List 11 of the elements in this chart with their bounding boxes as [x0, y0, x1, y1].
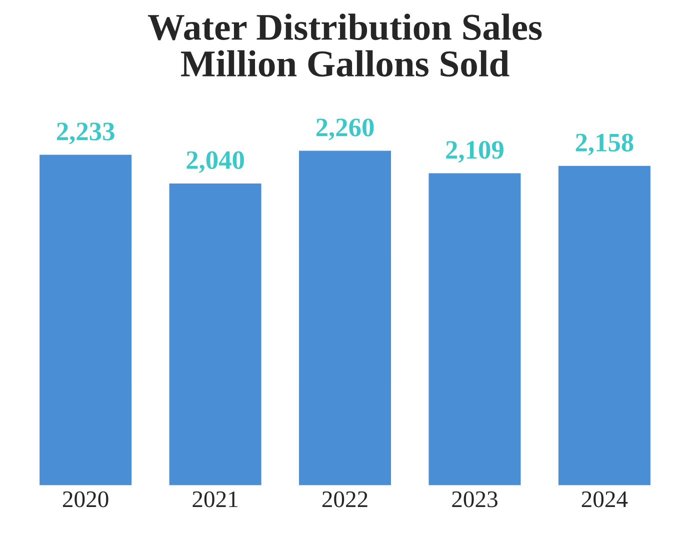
x-tick-label: 2021: [192, 491, 238, 508]
data-label: 2,158: [576, 134, 634, 156]
data-label: 2,233: [56, 122, 114, 144]
x-tick-label: 2022: [322, 491, 368, 508]
x-tick-label: 2020: [62, 491, 108, 508]
x-tick-label: 2024: [582, 491, 628, 508]
x-tick-label: 2023: [452, 491, 498, 508]
chart-title: Water Distribution Sales Million Gallons Sold: [148, 14, 542, 77]
data-label: 2,040: [186, 151, 244, 173]
data-label: 2,109: [446, 140, 504, 163]
data-label: 2,260: [316, 118, 374, 140]
